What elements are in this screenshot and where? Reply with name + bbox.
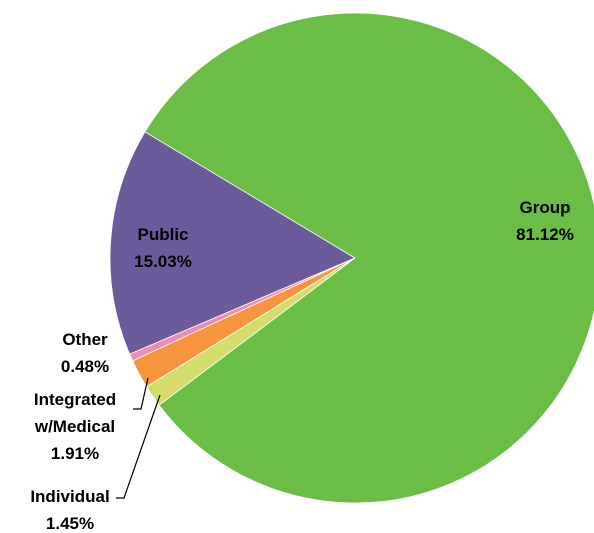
slice-label: Public 15.03% — [103, 221, 223, 275]
value-label: 15.03% — [134, 252, 192, 271]
value-label: 81.12% — [516, 225, 574, 244]
leader-line — [133, 377, 149, 410]
category-name: Other — [62, 330, 108, 349]
slice-label: Other 0.48% — [35, 326, 135, 380]
category-name: Public — [137, 225, 189, 244]
pie-slice — [144, 12, 594, 504]
value-label: 0.48% — [60, 357, 110, 376]
category-name: Individual — [30, 487, 110, 506]
leader-line — [116, 394, 161, 499]
value-label: 1.91% — [50, 444, 100, 463]
category-name: Integrated w/Medical — [33, 390, 117, 436]
pie-slice — [109, 131, 356, 355]
category-name: Group — [519, 198, 571, 217]
value-label: 1.45% — [45, 514, 95, 533]
slice-label: Group 81.12% — [485, 194, 594, 248]
slice-label: Integrated w/Medical 1.91% — [18, 386, 133, 467]
slice-label: Individual 1.45% — [10, 483, 130, 533]
